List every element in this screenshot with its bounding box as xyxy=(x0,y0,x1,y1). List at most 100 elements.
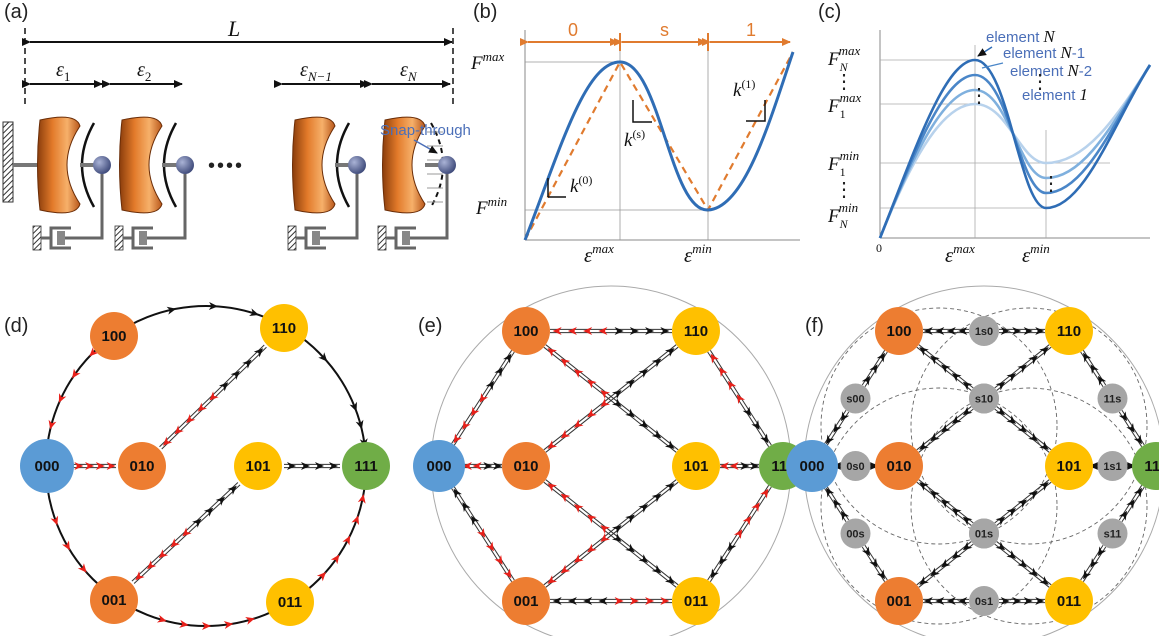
forward-arrow xyxy=(638,369,649,378)
forward-arrow xyxy=(952,550,962,559)
forward-arrow xyxy=(751,420,760,430)
forward-arrow xyxy=(625,379,635,389)
c-f1max-label: F1max xyxy=(827,90,861,121)
forward-arrow xyxy=(253,348,264,358)
reverse-arrow xyxy=(147,560,157,570)
state-circle xyxy=(20,439,74,493)
reverse-arrow xyxy=(357,494,366,504)
state-circle xyxy=(786,440,838,492)
state-node-001: 001 xyxy=(502,577,550,625)
forward-arrow xyxy=(355,419,364,430)
state-circle xyxy=(90,576,138,624)
state-circle xyxy=(1045,577,1093,625)
reverse-arrow xyxy=(186,413,196,424)
reverse-arrow xyxy=(573,419,584,428)
state-label: 1s0 xyxy=(975,326,993,338)
reverse-arrow xyxy=(598,327,608,335)
state-circle xyxy=(875,442,923,490)
state-circle xyxy=(502,577,550,625)
transition-edge xyxy=(550,597,672,605)
forward-arrow xyxy=(645,327,655,335)
reverse-arrow xyxy=(316,571,326,582)
forward-arrow xyxy=(1118,510,1128,521)
state-node-01s: 01s xyxy=(969,518,999,549)
forward-arrow xyxy=(1006,550,1016,559)
state-label: 000 xyxy=(799,458,824,475)
dashed-guide-ring xyxy=(820,307,1058,545)
forward-arrow xyxy=(552,597,562,605)
bistable-element-2 xyxy=(114,116,194,251)
transition-edge xyxy=(131,482,241,584)
b-emin-label: εmin xyxy=(684,241,712,267)
reverse-arrow xyxy=(583,327,593,335)
forward-arrow xyxy=(230,370,240,381)
forward-arrow xyxy=(218,382,229,392)
bistable-element-3 xyxy=(287,116,366,251)
forward-arrow xyxy=(567,597,577,605)
c-emin-label: εmin xyxy=(1022,241,1050,267)
state-circle xyxy=(840,451,871,481)
reverse-arrow xyxy=(614,597,624,605)
forward-arrow xyxy=(651,429,662,439)
reverse-arrow xyxy=(48,419,57,430)
reverse-arrow xyxy=(162,436,173,446)
transition-edge xyxy=(450,350,515,447)
forward-arrow xyxy=(1006,373,1016,382)
strain-label-1: ε1 xyxy=(56,59,70,84)
c-curve-series-4 xyxy=(878,58,1152,239)
forward-arrow xyxy=(203,507,214,517)
forward-arrow xyxy=(227,485,237,495)
c-legend-element-1: element 1 xyxy=(1022,85,1088,104)
forward-arrow xyxy=(1028,567,1038,577)
forward-arrow xyxy=(598,597,608,605)
transition-edge xyxy=(916,344,974,391)
forward-arrow xyxy=(719,555,728,565)
state-label: 001 xyxy=(513,593,538,610)
dashpot-ground xyxy=(114,225,124,251)
panel-c-element-curves: element N element N-1 element N-2 element 1 … xyxy=(827,27,1152,267)
reverse-arrow xyxy=(462,462,472,470)
forward-arrow xyxy=(315,462,324,470)
reverse-arrow xyxy=(156,614,167,623)
reverse-arrow xyxy=(197,402,208,412)
state-label: s11 xyxy=(1104,529,1122,541)
state-label: 1s1 xyxy=(1103,461,1121,473)
c-legend-dots: ⋮ xyxy=(1030,71,1050,93)
forward-arrow xyxy=(1083,569,1092,580)
state-label: 101 xyxy=(1056,458,1081,475)
reverse-arrow xyxy=(600,398,610,407)
reverse-arrow xyxy=(462,420,471,430)
b-slope-marker-1 xyxy=(746,100,766,122)
length-label: L xyxy=(227,16,240,41)
state-node-011: 011 xyxy=(266,578,314,626)
state-circle xyxy=(234,442,282,490)
state-circle xyxy=(840,518,871,549)
reverse-arrow xyxy=(600,525,610,534)
reverse-arrow xyxy=(158,549,169,559)
transition-edge xyxy=(73,462,116,470)
b-piecewise-linear xyxy=(524,51,794,241)
state-label: 011 xyxy=(684,593,708,610)
forward-arrow xyxy=(995,516,1006,526)
forward-arrow xyxy=(287,462,296,470)
transition-edge xyxy=(543,479,679,588)
panel-b-force-curve: 0 s 1 Fmax Fmin εmax εmin k(0) k(s) k(1) xyxy=(470,20,800,267)
node-ball xyxy=(176,156,194,174)
state-label: 00s xyxy=(846,529,864,541)
forward-arrow xyxy=(166,306,177,315)
transition-edge xyxy=(923,327,969,335)
panel-label-f: (f) xyxy=(805,315,824,337)
forward-arrow xyxy=(962,381,973,391)
state-circle xyxy=(875,307,923,355)
c-fmin-dots: ⋮ xyxy=(834,179,854,201)
b-segment-label-s: s xyxy=(660,20,669,40)
reverse-arrow xyxy=(600,390,610,399)
strain-label-2: ε2 xyxy=(137,59,151,84)
state-node-1s0: 1s0 xyxy=(969,316,999,346)
forward-arrow xyxy=(750,462,760,470)
forward-arrow xyxy=(930,490,940,500)
state-node-111: 111 xyxy=(1132,442,1159,490)
reverse-arrow xyxy=(85,462,95,470)
forward-arrow xyxy=(833,499,842,510)
